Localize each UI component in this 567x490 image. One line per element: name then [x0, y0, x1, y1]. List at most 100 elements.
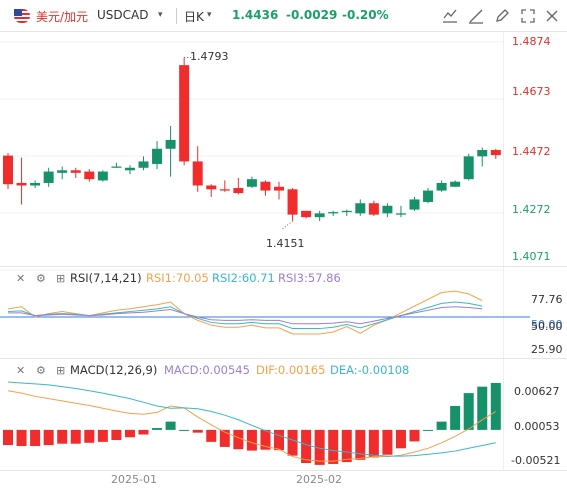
- macd-histogram-bar: [165, 421, 176, 430]
- macd-histogram-bar: [219, 429, 230, 447]
- macd-value: MACD:0.00545: [164, 363, 250, 377]
- settings-icon[interactable]: [542, 6, 562, 26]
- candle-body: [355, 203, 366, 214]
- header-divider: [176, 8, 177, 24]
- time-axis: 2025-01 2025-02: [0, 470, 567, 490]
- rsi1-value: RSI1:70.05: [146, 271, 209, 285]
- price-axis-label: 1.4673: [512, 85, 551, 98]
- close-indicator-icon[interactable]: ✕: [16, 272, 26, 285]
- candle-body: [328, 212, 339, 214]
- rsi2-value: RSI2:60.71: [212, 271, 275, 285]
- macd-histogram-bar: [179, 429, 190, 431]
- time-axis-label: 2025-01: [111, 473, 157, 486]
- rsi-axis-label: 50.00: [531, 318, 563, 331]
- rsi-axis-label: 77.76: [531, 293, 563, 306]
- candle-body: [30, 182, 41, 186]
- macd-histogram-bar: [274, 429, 284, 451]
- candle-body: [301, 210, 312, 218]
- time-axis-label: 2025-02: [296, 473, 342, 486]
- price-axis-label: 1.4874: [512, 35, 551, 48]
- dif-value: DIF:0.00165: [256, 363, 326, 377]
- candle-body: [219, 189, 230, 191]
- candle-body: [260, 181, 271, 191]
- macd-histogram-bar: [341, 429, 352, 463]
- symbol-dropdown-icon[interactable]: ▾: [158, 10, 163, 20]
- macd-histogram-bar: [30, 429, 41, 446]
- candle-body: [382, 205, 393, 214]
- candle-body: [16, 182, 27, 186]
- pencil-icon[interactable]: [492, 6, 512, 26]
- close-indicator-icon[interactable]: ✕: [16, 364, 26, 377]
- candle-body: [287, 189, 298, 215]
- rsi3-line: [8, 306, 483, 325]
- macd-histogram-bar: [124, 429, 135, 438]
- period-selector[interactable]: 日K: [184, 10, 204, 24]
- macd-histogram-bar: [57, 429, 68, 444]
- rsi-axis-label: 50.00: [531, 320, 563, 333]
- candle-body: [463, 156, 474, 180]
- rsi-title: RSI(7,14,21): [70, 271, 142, 285]
- rsi3-value: RSI3:57.86: [278, 271, 341, 285]
- candle-body: [97, 171, 108, 181]
- dif-line: [7, 390, 497, 462]
- indicator-toggle-icon[interactable]: ⊞: [56, 364, 66, 377]
- draw-line-icon[interactable]: [466, 6, 486, 26]
- rsi-chart[interactable]: [0, 267, 567, 359]
- candlestick-chart[interactable]: [0, 32, 567, 271]
- macd-histogram-bar: [490, 382, 501, 430]
- symbol-name-cn[interactable]: 美元/加元: [36, 10, 89, 24]
- candle-body: [477, 150, 488, 157]
- macd-histogram-bar: [192, 429, 203, 433]
- candle-body: [165, 139, 176, 149]
- rsi-pane[interactable]: ✕ ⚙ ⊞ RSI(7,14,21) RSI1:70.05 RSI2:60.71…: [0, 266, 567, 358]
- candle-body: [450, 181, 461, 187]
- indicator-icon[interactable]: [440, 6, 460, 26]
- macd-histogram-bar: [368, 429, 379, 458]
- indicator-settings-icon[interactable]: ⚙: [36, 364, 46, 377]
- macd-histogram-bar: [314, 429, 325, 465]
- fullscreen-icon[interactable]: [518, 6, 538, 26]
- candle-body: [57, 170, 68, 173]
- candlestick-pane[interactable]: 1.4874 1.4673 1.4472 1.4272 1.4071 1.479…: [0, 32, 567, 271]
- period-dropdown-icon[interactable]: ▾: [207, 10, 212, 20]
- last-price: 1.4436: [232, 8, 279, 22]
- candle-body: [395, 213, 406, 215]
- macd-histogram-bar: [355, 429, 366, 460]
- candle-body: [341, 210, 352, 213]
- macd-histogram-bar: [138, 429, 149, 435]
- macd-histogram-bar: [409, 429, 420, 442]
- macd-histogram-bar: [287, 429, 298, 456]
- candle-body: [206, 185, 217, 190]
- candle-body: [3, 155, 13, 185]
- macd-histogram-bar: [260, 429, 271, 450]
- macd-histogram-bar: [3, 429, 13, 446]
- macd-chart[interactable]: [0, 359, 567, 471]
- candle-body: [70, 170, 81, 173]
- macd-histogram-bar: [206, 429, 217, 442]
- us-flag-icon: [14, 9, 30, 23]
- price-axis-label: 1.4071: [512, 250, 551, 263]
- symbol-code[interactable]: USDCAD: [97, 8, 149, 22]
- indicator-settings-icon[interactable]: ⚙: [36, 272, 46, 285]
- macd-histogram-bar: [246, 429, 257, 451]
- macd-histogram-bar: [395, 429, 406, 449]
- candle-body: [409, 199, 420, 210]
- candle-body: [138, 161, 149, 168]
- macd-histogram-bar: [382, 429, 393, 455]
- macd-axis-label: -0.00521: [511, 454, 561, 467]
- indicator-toggle-icon[interactable]: ⊞: [56, 272, 66, 285]
- candle-body: [111, 166, 122, 168]
- macd-axis-label: 0.00053: [514, 420, 560, 433]
- macd-histogram-bar: [423, 429, 434, 431]
- rsi-axis-label: 25.90: [531, 343, 563, 356]
- macd-histogram-bar: [328, 429, 339, 464]
- price-change: -0.0029: [286, 8, 338, 22]
- price-axis-divider: [503, 32, 504, 470]
- low-price-annotation: 1.4151: [266, 237, 305, 250]
- macd-histogram-bar: [301, 429, 312, 464]
- candle-body: [246, 179, 257, 187]
- candle-body: [84, 171, 95, 180]
- candle-body: [490, 150, 501, 156]
- macd-pane[interactable]: ✕ ⚙ ⊞ MACD(12,26,9) MACD:0.00545 DIF:0.0…: [0, 358, 567, 470]
- macd-histogram-bar: [450, 405, 461, 430]
